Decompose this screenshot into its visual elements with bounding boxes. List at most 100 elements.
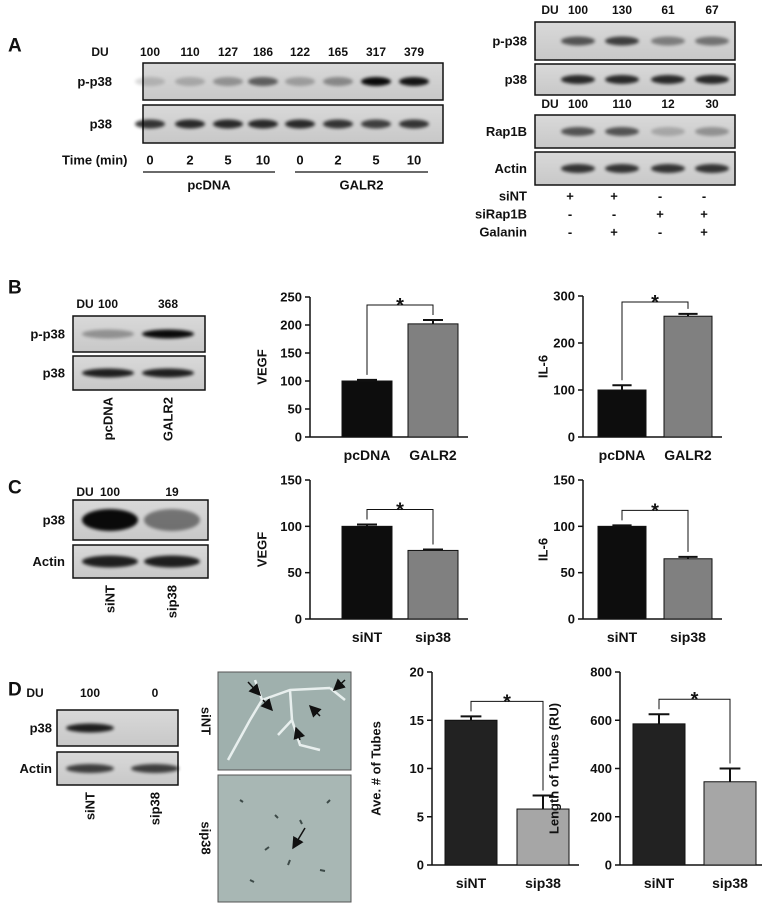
blot-band <box>361 119 391 129</box>
bar <box>516 808 570 866</box>
y-tick-label: 200 <box>590 809 612 824</box>
row-label: p-p38 <box>492 34 527 49</box>
blot-band <box>561 127 595 136</box>
time-value: 5 <box>372 153 379 168</box>
y-tick-label: 600 <box>590 713 612 728</box>
panel-label: D <box>8 680 22 701</box>
micrograph <box>217 774 352 903</box>
y-axis-label: IL-6 <box>536 355 551 378</box>
significance-label: * <box>503 691 511 713</box>
y-tick-label: 100 <box>280 519 302 534</box>
time-value: 0 <box>296 153 303 168</box>
condition-mark: + <box>610 189 618 204</box>
lane-label: pcDNA <box>101 396 116 440</box>
y-tick-label: 20 <box>410 665 424 680</box>
blot-band <box>695 75 729 84</box>
x-tick-label: pcDNA <box>599 447 646 463</box>
du-value: 19 <box>165 485 179 499</box>
y-tick-label: 0 <box>568 612 575 627</box>
du-value: 110 <box>180 45 200 59</box>
y-tick-label: 400 <box>590 761 612 776</box>
blot-band <box>605 164 639 173</box>
bar <box>663 315 713 438</box>
blot-band <box>651 127 685 136</box>
y-axis-label: VEGF <box>255 532 270 567</box>
condition-mark: - <box>658 225 662 240</box>
y-axis-label: Ave. # of Tubes <box>369 721 384 816</box>
y-tick-label: 50 <box>288 565 302 580</box>
bar <box>444 719 498 866</box>
blot-band <box>561 36 595 46</box>
panel-label: A <box>8 36 22 57</box>
y-tick-label: 150 <box>280 473 302 488</box>
row-label: p38 <box>505 72 527 87</box>
blot-band <box>131 764 179 773</box>
y-tick-label: 50 <box>288 402 302 417</box>
blot-band <box>248 119 278 129</box>
blot-band <box>144 509 200 531</box>
y-tick-label: 10 <box>410 761 424 776</box>
time-value: 5 <box>224 153 231 168</box>
condition-mark: + <box>656 207 664 222</box>
blot-band <box>66 723 114 733</box>
du-value: 67 <box>705 3 719 17</box>
blot-band <box>213 77 243 86</box>
blot-band <box>323 77 353 86</box>
y-tick-label: 15 <box>410 713 424 728</box>
time-value: 10 <box>256 153 270 168</box>
du-label: DU <box>26 686 43 700</box>
du-value: 100 <box>100 485 120 499</box>
time-label: Time (min) <box>62 153 128 168</box>
micrograph-label: sip38 <box>199 821 214 854</box>
du-value: 110 <box>612 97 632 111</box>
blot-band <box>361 77 391 86</box>
bar <box>632 723 686 866</box>
du-value: 0 <box>152 686 159 700</box>
du-label: DU <box>91 45 108 59</box>
x-tick-label: siNT <box>644 875 675 891</box>
x-tick-label: sip38 <box>415 629 451 645</box>
row-label: p38 <box>90 117 112 132</box>
blot-band <box>285 119 315 129</box>
significance-bracket <box>366 508 434 545</box>
du-label: DU <box>76 485 93 499</box>
condition-mark: - <box>658 189 662 204</box>
y-tick-label: 150 <box>280 346 302 361</box>
du-value: 61 <box>661 3 675 17</box>
x-tick-label: sip38 <box>712 875 748 891</box>
condition-mark: - <box>612 207 616 222</box>
condition-mark: + <box>610 225 618 240</box>
bar <box>407 323 459 438</box>
y-tick-label: 250 <box>280 290 302 305</box>
y-tick-label: 0 <box>605 858 612 873</box>
significance-label: * <box>651 292 659 314</box>
du-value: 317 <box>366 45 386 59</box>
y-tick-label: 800 <box>590 665 612 680</box>
x-tick-label: siNT <box>352 629 383 645</box>
blot-band <box>323 119 353 129</box>
du-value: 12 <box>661 97 675 111</box>
significance-bracket <box>621 509 689 552</box>
blot-band <box>651 164 685 173</box>
panel-label: C <box>8 478 22 499</box>
blot-band <box>82 555 138 568</box>
row-label: Rap1B <box>486 124 527 139</box>
du-value: 100 <box>568 3 588 17</box>
condition-mark: + <box>700 225 708 240</box>
y-tick-label: 200 <box>553 336 575 351</box>
du-value: 100 <box>80 686 100 700</box>
row-label: p38 <box>43 366 65 381</box>
du-label: DU <box>541 97 558 111</box>
micrograph <box>217 671 352 771</box>
du-label: DU <box>541 3 558 17</box>
lane-label: sip38 <box>148 792 163 825</box>
du-value: 30 <box>705 97 719 111</box>
blot-band <box>695 36 729 46</box>
du-value: 368 <box>158 297 178 311</box>
blot-band <box>561 75 595 84</box>
du-value: 186 <box>253 45 273 59</box>
blot-band <box>82 368 134 378</box>
y-tick-label: 150 <box>553 473 575 488</box>
